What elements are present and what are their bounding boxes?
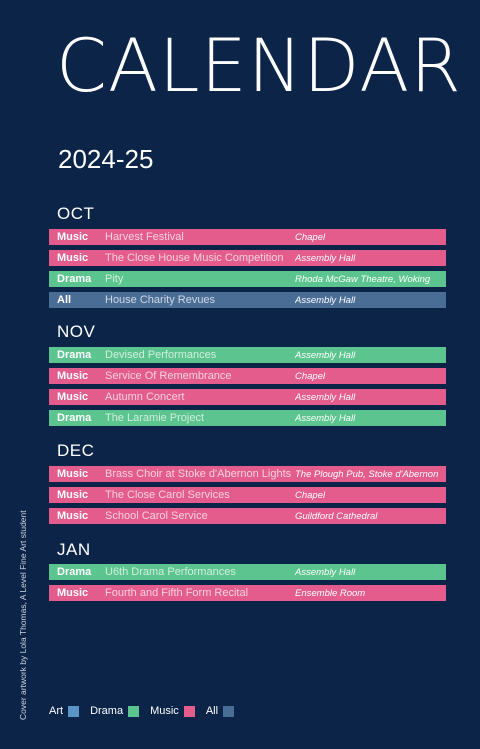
event-category: Music: [57, 391, 89, 403]
event-row: Music Fourth and Fifth Form Recital Ensemb…: [49, 585, 446, 601]
legend-label-all: All: [205, 705, 219, 717]
event-title: The Laramie Project: [105, 412, 205, 424]
month-heading-jan: JAN: [57, 540, 91, 559]
event-title: Service Of Remembrance: [105, 370, 232, 382]
event-title: U6th Drama Performances: [105, 566, 236, 578]
legend-swatch-art: [68, 705, 80, 717]
event-location: Chapel: [295, 231, 326, 243]
month-heading-nov: NOV: [57, 322, 96, 341]
event-category: Music: [57, 489, 89, 501]
event-location: Assembly Hall: [295, 252, 356, 264]
year-heading: 2024-25: [58, 144, 154, 174]
event-title: The Close Carol Services: [105, 489, 230, 501]
legend-label-drama: Drama: [90, 705, 124, 717]
event-row: Music School Carol Service Guildford Cathe…: [49, 508, 446, 524]
event-location: Ensemble Room: [295, 587, 366, 599]
event-title: Pity: [105, 273, 124, 285]
event-category: Drama: [57, 349, 92, 361]
event-location: Assembly Hall: [295, 349, 356, 361]
event-category: Music: [57, 231, 89, 243]
event-location: Assembly Hall: [295, 294, 356, 306]
event-row: Music Service Of Remembrance Chapel: [49, 368, 446, 384]
month-heading-dec: DEC: [57, 441, 95, 460]
event-category: Music: [57, 587, 89, 599]
event-location: The Plough Pub, Stoke d'Abernon: [295, 468, 439, 480]
event-location: Guildford Cathedral: [295, 510, 378, 522]
event-category: Music: [57, 252, 89, 264]
event-title: Harvest Festival: [105, 231, 184, 243]
event-location: Chapel: [295, 489, 326, 501]
page-title: CALENDAR: [56, 24, 462, 109]
event-location: Chapel: [295, 370, 326, 382]
event-row: Music Autumn Concert Assembly Hall: [49, 389, 446, 405]
event-row: Music Harvest Festival Chapel: [49, 229, 446, 245]
event-category: Music: [57, 370, 89, 382]
event-row: Music Brass Choir at Stoke d'Abernon Ligh…: [49, 466, 446, 482]
event-category: All: [57, 294, 72, 306]
artwork-credit: Cover artwork by Lola Thomas, A Level Fi…: [18, 510, 28, 720]
event-title: Devised Performances: [105, 349, 217, 361]
event-row: All House Charity Revues Assembly Hall: [49, 292, 446, 308]
event-category: Drama: [57, 566, 92, 578]
event-row: Drama The Laramie Project Assembly Hall: [49, 410, 446, 426]
event-title: House Charity Revues: [105, 294, 216, 306]
event-title: The Close House Music Competition: [105, 252, 284, 264]
legend-swatch-all: [223, 705, 235, 717]
event-title: Autumn Concert: [105, 391, 185, 403]
legend-label-art: Art: [49, 705, 64, 717]
event-row: Drama Devised Performances Assembly Hall: [49, 347, 446, 363]
event-title: School Carol Service: [105, 510, 208, 522]
event-location: Assembly Hall: [295, 566, 356, 578]
event-row: Music The Close Carol Services Chapel: [49, 487, 446, 503]
event-category: Drama: [57, 273, 92, 285]
event-row: Drama Pity Rhoda McGaw Theatre, Woking: [49, 271, 446, 287]
event-location: Rhoda McGaw Theatre, Woking: [295, 273, 431, 285]
event-category: Music: [57, 468, 89, 480]
event-location: Assembly Hall: [295, 391, 356, 403]
event-category: Music: [57, 510, 89, 522]
event-row: Drama U6th Drama Performances Assembly Hal…: [49, 564, 446, 580]
legend-swatch-music: [183, 705, 195, 717]
month-heading-oct: OCT: [57, 204, 95, 223]
legend-label-music: Music: [150, 705, 179, 717]
event-category: Drama: [57, 412, 92, 424]
category-legend: Art Drama Music All: [49, 705, 245, 717]
event-location: Assembly Hall: [295, 412, 356, 424]
event-row: Music The Close House Music Competition As…: [49, 250, 446, 266]
legend-swatch-drama: [128, 705, 140, 717]
event-title: Brass Choir at Stoke d'Abernon Lights: [105, 468, 292, 480]
event-title: Fourth and Fifth Form Recital: [105, 587, 249, 599]
